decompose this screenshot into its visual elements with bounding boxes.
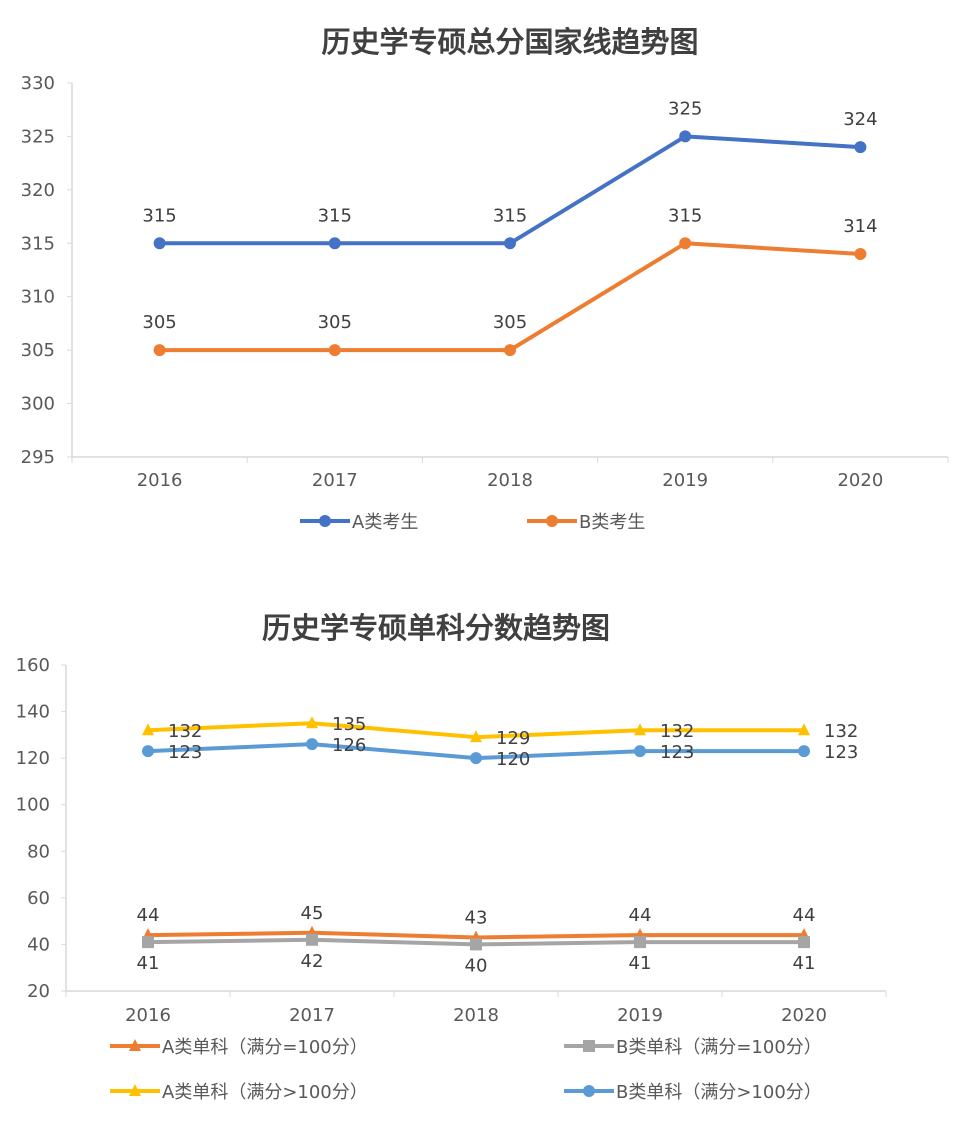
data-label: 45 (301, 903, 324, 924)
legend-label: B类考生 (579, 512, 645, 533)
data-label: 123 (824, 742, 858, 763)
data-label: 41 (629, 953, 652, 974)
legend-marker (583, 1085, 595, 1097)
data-point (854, 247, 867, 260)
data-point (470, 752, 482, 765)
data-label: 305 (493, 312, 527, 333)
data-point (679, 130, 692, 143)
data-point (328, 344, 341, 357)
y-tick-label: 80 (27, 841, 50, 862)
data-label: 41 (793, 953, 816, 974)
x-tick-label: 2019 (662, 470, 708, 491)
data-label: 126 (332, 735, 366, 756)
data-label: 315 (318, 205, 352, 226)
x-tick-label: 2019 (617, 1005, 663, 1026)
data-point (798, 745, 810, 758)
y-tick-label: 295 (21, 447, 55, 468)
data-point (679, 237, 692, 250)
data-label: 315 (142, 205, 176, 226)
data-label: 325 (668, 98, 702, 119)
y-tick-label: 305 (21, 340, 55, 361)
data-point (142, 936, 154, 949)
y-tick-label: 300 (21, 394, 55, 415)
data-point (142, 723, 154, 736)
legend-marker (319, 515, 331, 527)
data-label: 44 (629, 905, 652, 926)
legend-label: B类单科（满分>100分） (616, 1082, 822, 1103)
data-point (798, 936, 810, 949)
x-tick-label: 2017 (312, 470, 358, 491)
data-point (153, 344, 166, 357)
data-point (306, 716, 318, 729)
data-point (306, 933, 318, 946)
data-point (470, 938, 482, 951)
data-label: 324 (843, 109, 877, 130)
x-tick-label: 2020 (837, 470, 883, 491)
y-tick-label: 310 (21, 287, 55, 308)
x-tick-label: 2018 (453, 1005, 499, 1026)
data-label: 123 (660, 742, 694, 763)
data-point (634, 745, 646, 758)
data-point (142, 745, 154, 758)
x-tick-label: 2018 (487, 470, 533, 491)
legend-marker (546, 515, 558, 527)
data-label: 132 (660, 721, 694, 742)
y-tick-label: 325 (21, 126, 55, 147)
y-tick-label: 330 (21, 73, 55, 94)
series-line (159, 241, 861, 353)
data-label: 41 (137, 953, 160, 974)
y-tick-label: 315 (21, 233, 55, 254)
y-tick-label: 320 (21, 180, 55, 201)
data-label: 123 (168, 742, 202, 763)
data-label: 120 (496, 749, 530, 770)
data-point (306, 738, 318, 751)
legend-marker (129, 1084, 141, 1096)
data-point (328, 237, 341, 250)
data-label: 44 (137, 905, 160, 926)
data-label: 43 (465, 907, 488, 928)
data-point (153, 237, 166, 250)
y-tick-label: 40 (27, 934, 50, 955)
data-point (504, 237, 516, 250)
y-tick-label: 140 (16, 702, 50, 723)
chart-title: 历史学专硕总分国家线趋势图 (321, 25, 698, 59)
data-label: 135 (332, 714, 366, 735)
data-label: 40 (465, 955, 488, 976)
legend-label: B类单科（满分=100分） (616, 1037, 822, 1058)
chart-title: 历史学专硕单科分数趋势图 (262, 611, 610, 645)
data-label: 305 (142, 312, 176, 333)
data-label: 305 (318, 312, 352, 333)
legend-marker (583, 1040, 595, 1052)
data-point (854, 141, 867, 154)
data-label: 315 (668, 205, 702, 226)
data-label: 42 (301, 951, 324, 972)
data-point (470, 730, 482, 743)
x-tick-label: 2017 (289, 1005, 335, 1026)
y-tick-label: 100 (16, 795, 50, 816)
legend-label: A类考生 (352, 512, 418, 533)
data-label: 314 (843, 216, 877, 237)
data-point (634, 723, 646, 736)
x-tick-label: 2016 (125, 1005, 171, 1026)
y-tick-label: 160 (16, 655, 50, 676)
data-point (504, 344, 516, 357)
y-tick-label: 120 (16, 748, 50, 769)
data-label: 44 (793, 905, 816, 926)
data-label: 129 (496, 728, 530, 749)
legend-label: A类单科（满分=100分） (162, 1037, 368, 1058)
y-tick-label: 20 (27, 981, 50, 1002)
series-line (159, 134, 861, 246)
data-point (798, 723, 810, 736)
data-point (634, 936, 646, 949)
legend-marker (129, 1039, 141, 1051)
data-label: 132 (168, 721, 202, 742)
y-tick-label: 60 (27, 888, 50, 909)
data-label: 315 (493, 205, 527, 226)
x-tick-label: 2020 (781, 1005, 827, 1026)
data-label: 132 (824, 721, 858, 742)
legend-label: A类单科（满分>100分） (162, 1082, 368, 1103)
x-tick-label: 2016 (137, 470, 183, 491)
